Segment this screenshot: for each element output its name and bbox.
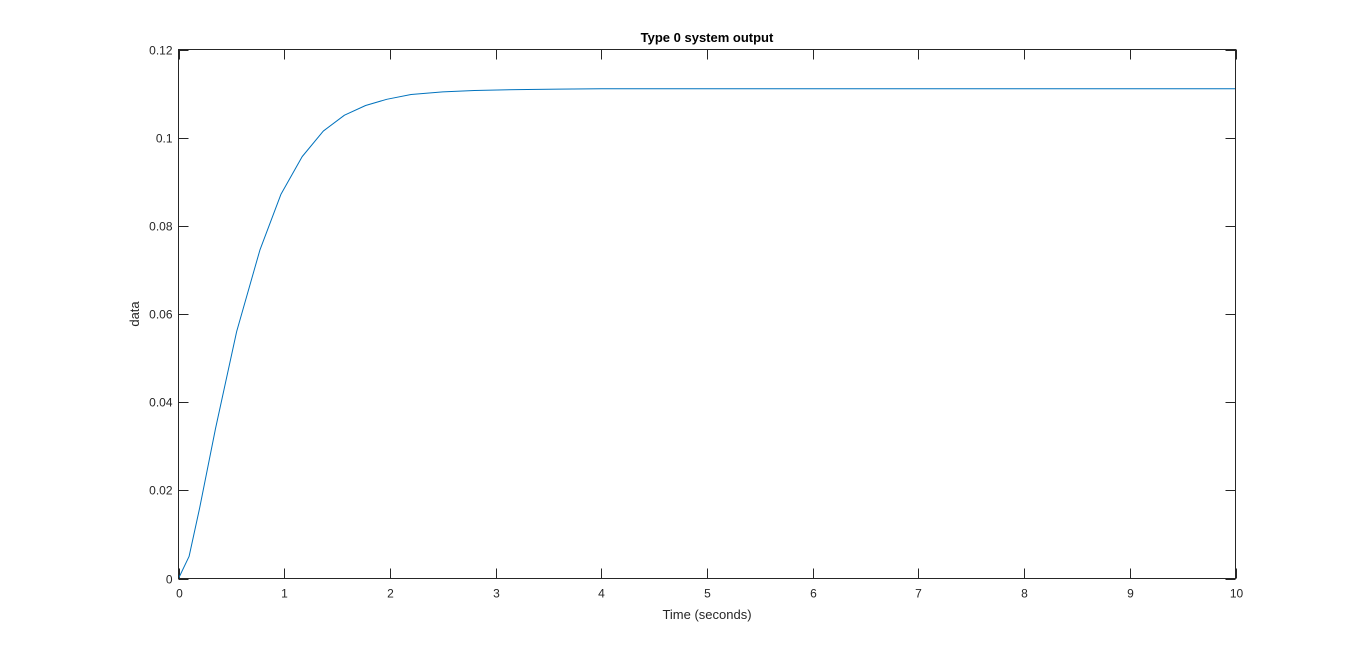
x-tick-label: 1: [281, 587, 288, 601]
x-tick-label: 5: [704, 587, 711, 601]
y-tick-label: 0.02: [149, 484, 173, 498]
series-line: [178, 88, 1236, 579]
x-axis-title: Time (seconds): [662, 607, 751, 622]
x-tick-label: 6: [810, 587, 817, 601]
y-tick-label: 0: [166, 573, 173, 587]
x-tick-label: 0: [176, 587, 183, 601]
x-tick-label: 2: [387, 587, 394, 601]
y-tick-label: 0.06: [149, 308, 173, 322]
x-tick-label: 7: [915, 587, 922, 601]
x-tick-label: 3: [493, 587, 500, 601]
tick-marks: [178, 49, 1237, 580]
y-tick-label: 0.12: [149, 44, 173, 58]
y-tick-label: 0.08: [149, 220, 173, 234]
x-tick-label: 10: [1230, 587, 1244, 601]
axes-box: [178, 49, 1236, 579]
plot-area: [178, 49, 1236, 579]
y-tick-label: 0.1: [156, 132, 173, 146]
y-axis-title: data: [127, 301, 142, 327]
x-tick-label: 8: [1021, 587, 1028, 601]
y-tick-label: 0.04: [149, 396, 173, 410]
x-tick-label: 4: [598, 587, 605, 601]
tick-labels: 0 1 2 3 4 5 6 7 8 9 10 0 0.02 0.04 0.06 0.08 0.1 0.12: [149, 44, 1243, 601]
x-tick-label: 9: [1127, 587, 1134, 601]
chart-title: Type 0 system output: [641, 30, 774, 45]
